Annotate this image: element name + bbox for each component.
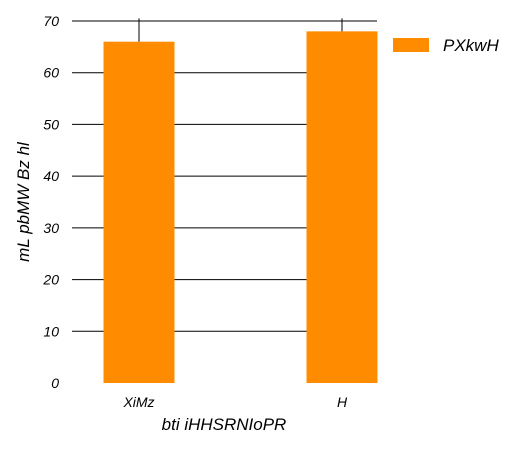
legend-swatch bbox=[393, 38, 429, 52]
bars bbox=[103, 31, 378, 383]
x-tick-label-H: H bbox=[337, 394, 348, 410]
y-tick-label-30: 30 bbox=[43, 220, 59, 236]
bar-XiMz bbox=[103, 41, 175, 383]
legend-label: PXkwH bbox=[443, 36, 499, 55]
y-axis-title: mL pbMW Bz hl bbox=[14, 141, 33, 262]
error-bars bbox=[138, 18, 343, 42]
y-tick-label-60: 60 bbox=[43, 65, 59, 81]
y-axis-ticks: 0 10 20 30 40 50 60 70 bbox=[42, 13, 59, 391]
y-tick-label-40: 40 bbox=[43, 168, 59, 184]
y-tick-label-50: 50 bbox=[43, 116, 59, 132]
bar-H bbox=[306, 31, 378, 383]
x-axis-ticks: XiMz H bbox=[122, 394, 348, 410]
y-tick-label-10: 10 bbox=[43, 323, 59, 339]
y-tick-label-70: 70 bbox=[43, 13, 59, 29]
x-axis-title: bti iHHSRNIoPR bbox=[162, 415, 287, 434]
y-tick-label-0: 0 bbox=[51, 375, 59, 391]
y-tick-label-20: 20 bbox=[42, 272, 59, 288]
legend: PXkwH bbox=[393, 36, 499, 55]
x-tick-label-XiMz: XiMz bbox=[122, 394, 154, 410]
